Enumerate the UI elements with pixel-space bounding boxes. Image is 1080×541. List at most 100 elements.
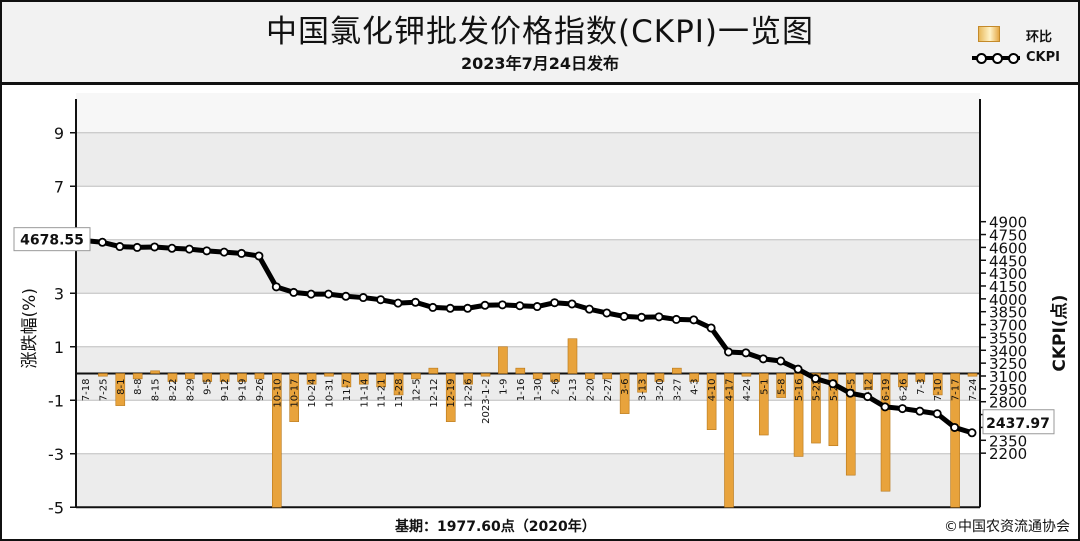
bar-mark [758, 373, 769, 436]
y-left-tick-label: 7 [54, 177, 64, 196]
bar-mark [567, 338, 578, 374]
bar-mark [967, 373, 978, 377]
x-category-label: 8-29 [185, 379, 196, 402]
legend-bar-label: 环比 [1026, 30, 1053, 45]
line-marker-icon [992, 53, 1003, 64]
y-right-tick-label: 3850 [989, 304, 1027, 322]
y-left-tick-label: 1 [54, 338, 64, 357]
bar-mark [637, 373, 647, 393]
ckpi-point [671, 314, 681, 324]
x-category-label: 6-12 [864, 379, 875, 402]
ckpi-point [497, 300, 507, 310]
ckpi-point [602, 308, 612, 318]
bar-mark [950, 373, 960, 508]
bar-mark [272, 373, 282, 508]
x-category-label: 5-1 [759, 379, 770, 395]
x-category-label: 3-6 [620, 379, 631, 395]
ckpi-point [706, 323, 716, 333]
y-right-tick-label: 3700 [989, 317, 1027, 335]
ckpi-point [845, 388, 855, 398]
ckpi-point [793, 364, 803, 374]
x-category-label: 1-30 [533, 379, 544, 402]
bar-mark [863, 373, 873, 390]
ckpi-point [689, 315, 699, 325]
bar-mark [654, 373, 665, 382]
ckpi-point [167, 243, 177, 253]
bar-mark [463, 373, 473, 385]
ckpi-line [84, 238, 973, 436]
ckpi-point [306, 289, 316, 299]
bar-mark [393, 373, 404, 396]
x-category-label: 5-22 [811, 379, 822, 402]
x-category-label: 10-31 [324, 379, 335, 408]
y-right-tick-label: 2950 [989, 381, 1027, 399]
y-left-tick-label: -1 [48, 391, 64, 410]
chart-svg: 97531-1-3-549004750460044504300415040003… [13, 93, 1070, 515]
grid-band [76, 93, 980, 133]
x-category-label: 8-15 [151, 379, 162, 402]
bar-mark [358, 373, 369, 385]
ckpi-point [915, 406, 925, 416]
ckpi-point [445, 303, 455, 313]
bar-mark [115, 373, 126, 406]
ckpi-point [341, 291, 351, 301]
bar-mark [724, 373, 734, 508]
bar-mark [376, 373, 386, 388]
base-period-note: 基期：1977.60点（2020年） [395, 519, 596, 535]
x-category-label: 2-6 [551, 379, 562, 395]
bar-mark [98, 373, 108, 377]
x-category-label: 5-16 [794, 379, 805, 402]
x-category-label: 8-1 [116, 379, 127, 395]
x-category-label: 2023-1-2 [481, 379, 492, 424]
ckpi-point [237, 248, 247, 258]
ckpi-point [150, 242, 160, 252]
legend-line-label: CKPI [1026, 50, 1060, 65]
bar-mark [254, 373, 265, 380]
ckpi-point [654, 312, 664, 322]
grid-band [76, 239, 980, 294]
bar-mark [898, 373, 908, 388]
ckpi-point [202, 246, 212, 256]
y-left-tick-label: 3 [54, 284, 64, 303]
ckpi-point [741, 348, 751, 358]
bar-mark [428, 367, 439, 374]
chart-subtitle: 2023年7月24日发布 [461, 54, 619, 73]
line-marker-icon [976, 53, 987, 64]
x-category-label: 10-10 [272, 379, 283, 408]
bar-mark [289, 373, 300, 422]
bar-mark [132, 373, 143, 380]
bar-mark [689, 373, 700, 382]
copyright-note: ©中国农资流通协会 [944, 519, 1070, 535]
x-category-label: 4-17 [725, 379, 736, 402]
ckpi-point [289, 287, 299, 297]
bar-mark [324, 373, 334, 377]
y-right-tick-label: 2200 [989, 445, 1027, 463]
x-category-label: 12-12 [429, 379, 440, 408]
bar-mark [550, 373, 560, 382]
ckpi-point [828, 379, 838, 389]
y-right-tick-label: 4450 [989, 252, 1027, 270]
bar-mark [811, 373, 821, 444]
ckpi-point [776, 356, 786, 366]
x-category-label: 10-17 [290, 379, 301, 408]
ckpi-point [637, 312, 647, 322]
x-category-label: 5-8 [777, 379, 788, 395]
ckpi-point [758, 354, 768, 364]
bar-mark [532, 373, 543, 380]
ckpi-point [567, 299, 577, 309]
y-right-tick-label: 4750 [989, 227, 1027, 245]
x-category-label: 7-10 [933, 379, 944, 402]
bar-mark [219, 373, 230, 382]
chart-title: 中国氯化钾批发价格指数(CKPI)一览图 [266, 14, 814, 50]
ckpi-point [97, 237, 107, 247]
legend-item-bar: 环比 [972, 24, 1078, 45]
ckpi-point [323, 289, 333, 299]
bar-mark [445, 373, 456, 422]
bar-mark [202, 373, 213, 382]
ckpi-point [358, 293, 368, 303]
ckpi-point [950, 422, 960, 432]
x-category-label: 11-14 [359, 379, 370, 408]
ckpi-point [515, 301, 525, 311]
y-right-tick-label: 2800 [989, 394, 1027, 412]
ckpi-point [724, 347, 734, 357]
